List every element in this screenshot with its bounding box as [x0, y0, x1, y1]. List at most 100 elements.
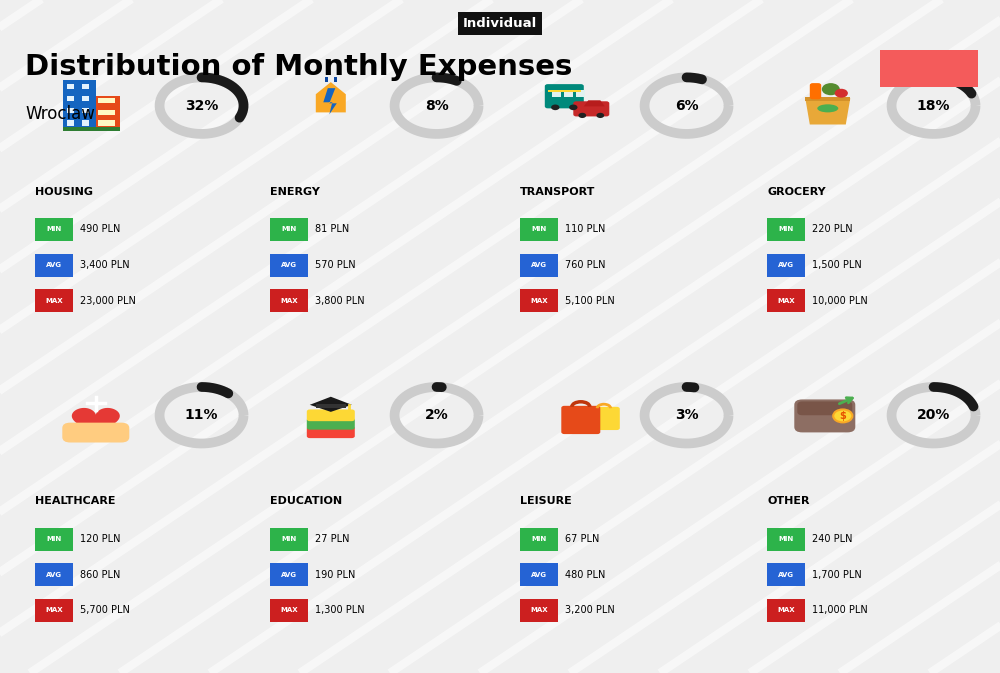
Text: 23,000 PLN: 23,000 PLN — [80, 296, 136, 306]
FancyBboxPatch shape — [794, 400, 855, 433]
Text: MIN: MIN — [531, 227, 547, 232]
Text: 81 PLN: 81 PLN — [315, 225, 349, 234]
Text: 8%: 8% — [425, 99, 448, 112]
FancyBboxPatch shape — [576, 90, 585, 98]
Text: 18%: 18% — [917, 99, 950, 112]
Text: MAX: MAX — [45, 608, 63, 613]
FancyBboxPatch shape — [334, 77, 337, 82]
FancyBboxPatch shape — [82, 108, 89, 113]
FancyBboxPatch shape — [270, 254, 308, 277]
Text: TRANSPORT: TRANSPORT — [520, 187, 595, 197]
Text: Distribution of Monthly Expenses: Distribution of Monthly Expenses — [25, 53, 572, 81]
FancyBboxPatch shape — [810, 83, 821, 100]
Text: MIN: MIN — [281, 227, 297, 232]
FancyBboxPatch shape — [67, 108, 74, 113]
Text: HEALTHCARE: HEALTHCARE — [35, 497, 116, 506]
FancyBboxPatch shape — [552, 90, 561, 98]
FancyBboxPatch shape — [35, 254, 73, 277]
FancyBboxPatch shape — [805, 97, 850, 102]
FancyBboxPatch shape — [270, 289, 308, 312]
FancyBboxPatch shape — [767, 528, 805, 551]
FancyBboxPatch shape — [67, 96, 74, 101]
Text: AVG: AVG — [46, 262, 62, 268]
FancyBboxPatch shape — [63, 127, 120, 131]
Text: MIN: MIN — [778, 536, 794, 542]
FancyBboxPatch shape — [588, 406, 620, 430]
Polygon shape — [310, 397, 352, 412]
Text: 1,300 PLN: 1,300 PLN — [315, 606, 365, 615]
Text: 190 PLN: 190 PLN — [315, 570, 355, 579]
FancyBboxPatch shape — [797, 401, 852, 415]
Text: 27 PLN: 27 PLN — [315, 534, 350, 544]
Text: 1,500 PLN: 1,500 PLN — [812, 260, 862, 270]
Text: 5,700 PLN: 5,700 PLN — [80, 606, 130, 615]
Circle shape — [596, 113, 604, 118]
Circle shape — [551, 104, 560, 110]
Text: 480 PLN: 480 PLN — [565, 570, 605, 579]
Text: 3,800 PLN: 3,800 PLN — [315, 296, 365, 306]
FancyBboxPatch shape — [520, 528, 558, 551]
Text: AVG: AVG — [281, 262, 297, 268]
Text: 3,200 PLN: 3,200 PLN — [565, 606, 615, 615]
FancyBboxPatch shape — [67, 83, 74, 90]
Text: 32%: 32% — [185, 99, 218, 112]
FancyBboxPatch shape — [35, 528, 73, 551]
Text: 3,400 PLN: 3,400 PLN — [80, 260, 130, 270]
Circle shape — [578, 113, 586, 118]
Text: 3%: 3% — [675, 409, 698, 422]
Text: 5,100 PLN: 5,100 PLN — [565, 296, 615, 306]
FancyBboxPatch shape — [520, 218, 558, 241]
Polygon shape — [584, 100, 605, 106]
FancyBboxPatch shape — [35, 599, 73, 622]
FancyBboxPatch shape — [548, 90, 581, 92]
Text: MAX: MAX — [777, 298, 795, 304]
FancyBboxPatch shape — [67, 120, 74, 125]
Text: AVG: AVG — [778, 262, 794, 268]
Text: 490 PLN: 490 PLN — [80, 225, 120, 234]
Ellipse shape — [817, 104, 838, 112]
Text: 20%: 20% — [917, 409, 950, 422]
Text: 67 PLN: 67 PLN — [565, 534, 599, 544]
FancyBboxPatch shape — [270, 563, 308, 586]
Circle shape — [569, 104, 578, 110]
Text: LEISURE: LEISURE — [520, 497, 572, 506]
FancyBboxPatch shape — [307, 409, 355, 421]
FancyBboxPatch shape — [35, 289, 73, 312]
Text: MIN: MIN — [46, 536, 62, 542]
Circle shape — [346, 417, 352, 421]
Circle shape — [822, 83, 840, 96]
FancyBboxPatch shape — [307, 418, 355, 429]
Circle shape — [835, 89, 848, 98]
Text: Wroclaw: Wroclaw — [25, 106, 95, 123]
FancyBboxPatch shape — [520, 563, 558, 586]
FancyBboxPatch shape — [767, 289, 805, 312]
Text: MAX: MAX — [530, 298, 548, 304]
FancyBboxPatch shape — [573, 102, 609, 116]
Text: $: $ — [839, 411, 846, 421]
FancyBboxPatch shape — [35, 563, 73, 586]
FancyBboxPatch shape — [98, 98, 115, 103]
Text: 10,000 PLN: 10,000 PLN — [812, 296, 868, 306]
Text: 1,700 PLN: 1,700 PLN — [812, 570, 862, 579]
FancyBboxPatch shape — [561, 406, 600, 434]
FancyBboxPatch shape — [564, 90, 573, 98]
FancyBboxPatch shape — [98, 110, 115, 116]
FancyBboxPatch shape — [767, 563, 805, 586]
Text: 760 PLN: 760 PLN — [565, 260, 606, 270]
Text: AVG: AVG — [281, 572, 297, 577]
FancyBboxPatch shape — [520, 289, 558, 312]
Circle shape — [833, 409, 852, 423]
Text: OTHER: OTHER — [767, 497, 810, 506]
Polygon shape — [323, 88, 337, 114]
FancyBboxPatch shape — [82, 96, 89, 101]
Text: MAX: MAX — [280, 298, 298, 304]
Text: GROCERY: GROCERY — [767, 187, 826, 197]
FancyBboxPatch shape — [63, 80, 96, 129]
FancyBboxPatch shape — [316, 404, 346, 408]
FancyBboxPatch shape — [545, 84, 584, 108]
FancyBboxPatch shape — [35, 218, 73, 241]
FancyBboxPatch shape — [325, 77, 328, 82]
FancyBboxPatch shape — [307, 427, 355, 438]
Text: AVG: AVG — [531, 262, 547, 268]
FancyBboxPatch shape — [767, 254, 805, 277]
